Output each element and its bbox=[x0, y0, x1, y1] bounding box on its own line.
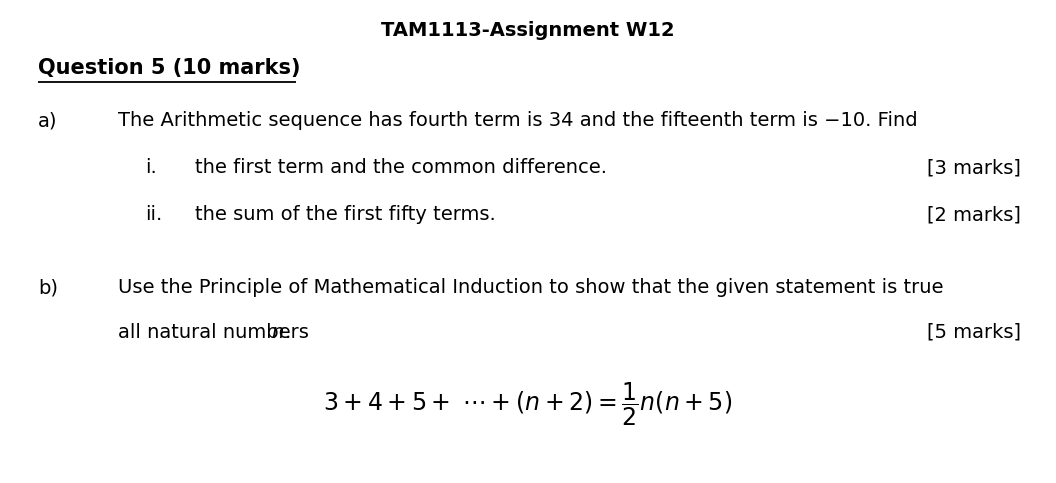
Text: i.: i. bbox=[145, 158, 156, 177]
Text: Use the Principle of Mathematical Induction to show that the given statement is : Use the Principle of Mathematical Induct… bbox=[118, 278, 943, 297]
Text: Question 5 (10 marks): Question 5 (10 marks) bbox=[38, 58, 301, 78]
Text: The Arithmetic sequence has fourth term is 34 and the fifteenth term is −10. Fin: The Arithmetic sequence has fourth term … bbox=[118, 111, 918, 130]
Text: .: . bbox=[285, 323, 291, 342]
Text: all natural numbers: all natural numbers bbox=[118, 323, 315, 342]
Text: [2 marks]: [2 marks] bbox=[927, 205, 1021, 224]
Text: the sum of the first fifty terms.: the sum of the first fifty terms. bbox=[195, 205, 495, 224]
Text: TAM1113-Assignment W12: TAM1113-Assignment W12 bbox=[381, 21, 675, 40]
Text: n: n bbox=[271, 323, 283, 342]
Text: $3 + 4 + 5 + \ \cdots + (n + 2) = \dfrac{1}{2}n(n + 5)$: $3 + 4 + 5 + \ \cdots + (n + 2) = \dfrac… bbox=[323, 381, 733, 428]
Text: [3 marks]: [3 marks] bbox=[927, 158, 1021, 177]
Text: a): a) bbox=[38, 111, 57, 130]
Text: ii.: ii. bbox=[145, 205, 163, 224]
Text: the first term and the common difference.: the first term and the common difference… bbox=[195, 158, 607, 177]
Text: b): b) bbox=[38, 278, 58, 297]
Text: [5 marks]: [5 marks] bbox=[927, 323, 1021, 342]
